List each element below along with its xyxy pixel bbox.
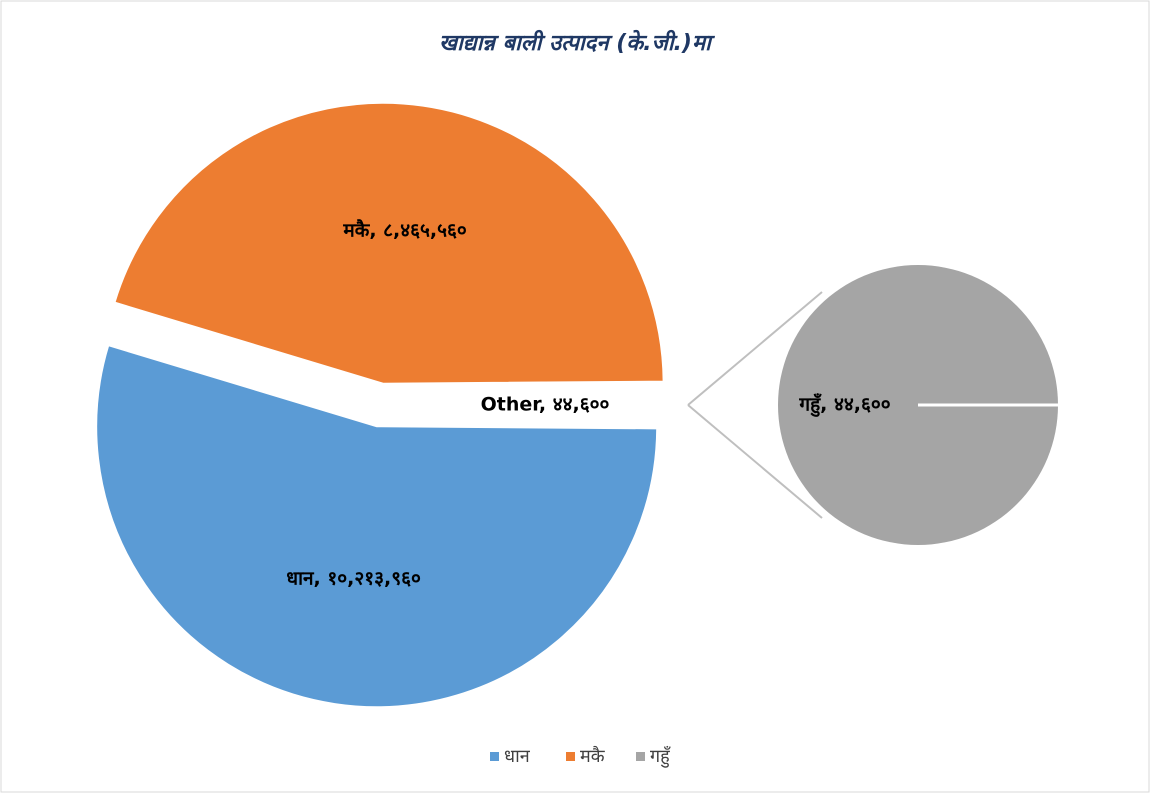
legend-swatch — [490, 752, 499, 761]
data-label: धान, १०,२१३,९६० — [286, 568, 421, 590]
data-label: Other, ४४,६०० — [481, 394, 610, 416]
legend-swatch — [566, 752, 575, 761]
data-label: मकै, ८,४६५,५६० — [342, 218, 467, 241]
legend-label: धान — [504, 746, 531, 767]
data-label: गहुँ, ४४,६०० — [798, 393, 890, 418]
connector-line — [687, 291, 823, 406]
legend-swatch — [636, 752, 645, 761]
legend-label: गहुँ — [650, 745, 671, 768]
pie-slice — [96, 345, 658, 708]
pie-slice-other — [380, 402, 660, 408]
chart-title: खाद्यान्न बाली उत्पादन (के.जी.)मा — [439, 29, 715, 56]
legend-label: मकै — [580, 745, 606, 767]
pie-slice — [114, 102, 664, 384]
connector-line — [687, 404, 823, 519]
